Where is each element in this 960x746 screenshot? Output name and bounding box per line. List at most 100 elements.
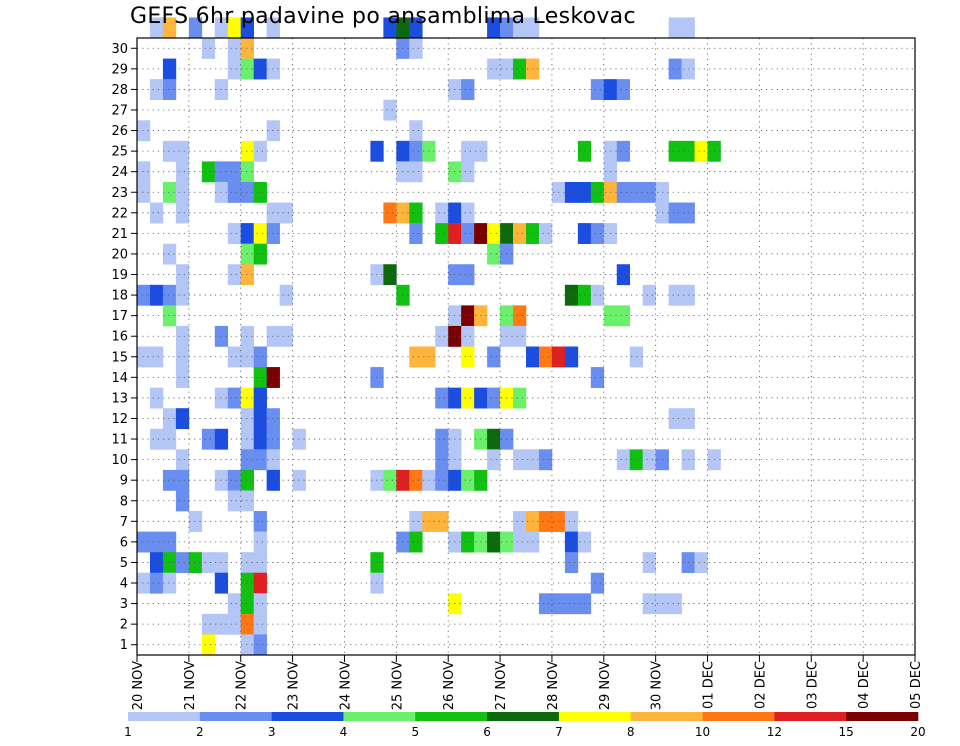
y-tick-label: 21 (111, 227, 128, 242)
heatmap-cell (538, 593, 553, 615)
heatmap-cell (201, 428, 216, 450)
heatmap-cell (616, 449, 631, 471)
x-tick-label: 20 NOV (131, 661, 146, 710)
heatmap-cell (668, 58, 682, 80)
heatmap-cell (461, 531, 475, 553)
heatmap-cell (175, 408, 190, 430)
heatmap-cell (162, 552, 177, 574)
heatmap-cell (279, 325, 293, 347)
heatmap-cell (214, 572, 229, 594)
heatmap-cell (253, 346, 267, 368)
heatmap-cell (487, 428, 501, 450)
y-tick-label: 16 (111, 330, 128, 345)
heatmap-cell (149, 79, 164, 100)
heatmap-cell (409, 120, 423, 142)
heatmap-cell (435, 469, 449, 491)
heatmap-cell (227, 387, 242, 409)
legend-swatch (271, 712, 344, 721)
y-tick-label: 2 (120, 618, 128, 633)
heatmap-cell (616, 140, 631, 162)
heatmap-cell (564, 181, 579, 203)
heatmap-cell (668, 202, 682, 224)
heatmap-cell (681, 17, 695, 39)
heatmap-cell (253, 552, 267, 574)
heatmap-cell (227, 264, 242, 286)
x-tick-label: 29 NOV (598, 661, 613, 710)
heatmap-cell (162, 428, 177, 450)
heatmap-cell (409, 511, 423, 532)
heatmap-cell (461, 325, 475, 347)
heatmap-cell (500, 17, 514, 39)
y-tick-label: 8 (120, 494, 128, 509)
heatmap-cell (214, 79, 229, 100)
heatmap-cell (642, 593, 656, 615)
heatmap-cell (214, 387, 229, 409)
y-tick-label: 6 (120, 535, 128, 550)
legend-label: 10 (695, 725, 710, 739)
heatmap-cell (513, 449, 527, 471)
heatmap-cell (383, 202, 397, 224)
heatmap-cell (435, 325, 449, 347)
legend-swatch (846, 712, 919, 721)
y-tick-label: 12 (111, 412, 128, 427)
heatmap-cell (175, 469, 190, 491)
heatmap-cell (590, 572, 605, 594)
heatmap-cell (175, 161, 190, 183)
heatmap-cell (162, 181, 177, 203)
heatmap-cell (642, 449, 656, 471)
color-legend: 1 2 3 4 5 6 7 8 10 12 15 20 (124, 712, 926, 739)
y-axis: 1234567891011121314151617181920212223242… (111, 42, 137, 653)
heatmap-cell (513, 223, 527, 244)
heatmap-cell (137, 284, 151, 306)
heatmap-cell (214, 325, 229, 347)
heatmap-cell (707, 140, 721, 162)
heatmap-cell (175, 181, 190, 203)
heatmap-cell (409, 17, 423, 39)
heatmap-cell (487, 387, 501, 409)
heatmap-cell (668, 17, 682, 39)
heatmap-cell (201, 38, 216, 59)
heatmap-cell (175, 264, 190, 286)
heatmap-cell (435, 223, 449, 244)
heatmap-cell (461, 387, 475, 409)
heatmap-cell (513, 325, 527, 347)
heatmap-cell (409, 38, 423, 59)
heatmap-cell (253, 223, 267, 244)
heatmap-cell (162, 284, 177, 306)
heatmap-cell (564, 511, 579, 532)
heatmap-cell (538, 346, 553, 368)
heatmap-cell (279, 284, 293, 306)
heatmap-cell (214, 552, 229, 574)
heatmap-cell (214, 161, 229, 183)
heatmap-cell (149, 552, 164, 574)
heatmap-cell (162, 140, 177, 162)
heatmap-cell (214, 613, 229, 635)
heatmap-cell (461, 305, 475, 327)
heatmap-cell (137, 181, 151, 203)
heatmap-cell (435, 511, 449, 532)
legend-swatch (774, 712, 847, 721)
heatmap-cell (253, 58, 267, 80)
heatmap-cell (590, 284, 605, 306)
heatmap-cell (616, 181, 631, 203)
legend-label: 8 (627, 725, 635, 739)
heatmap-cell (409, 202, 423, 224)
heatmap-cell (149, 284, 164, 306)
heatmap-cell (616, 79, 631, 100)
plot-frame (136, 37, 916, 656)
x-tick-label: 30 NOV (650, 661, 665, 710)
heatmap-cell (175, 325, 190, 347)
heatmap-cell (538, 223, 553, 244)
heatmap-cell (461, 223, 475, 244)
heatmap-cell (564, 346, 579, 368)
heatmap-cell (162, 408, 177, 430)
y-tick-label: 10 (111, 453, 128, 468)
y-tick-label: 13 (111, 391, 128, 406)
y-tick-label: 17 (111, 309, 128, 324)
heatmap-cell (149, 428, 164, 450)
heatmap-cell (162, 305, 177, 327)
heatmap-cell (707, 449, 721, 471)
heatmap-cell (253, 634, 267, 656)
heatmap-cell (564, 284, 579, 306)
x-tick-label: 23 NOV (287, 661, 302, 710)
